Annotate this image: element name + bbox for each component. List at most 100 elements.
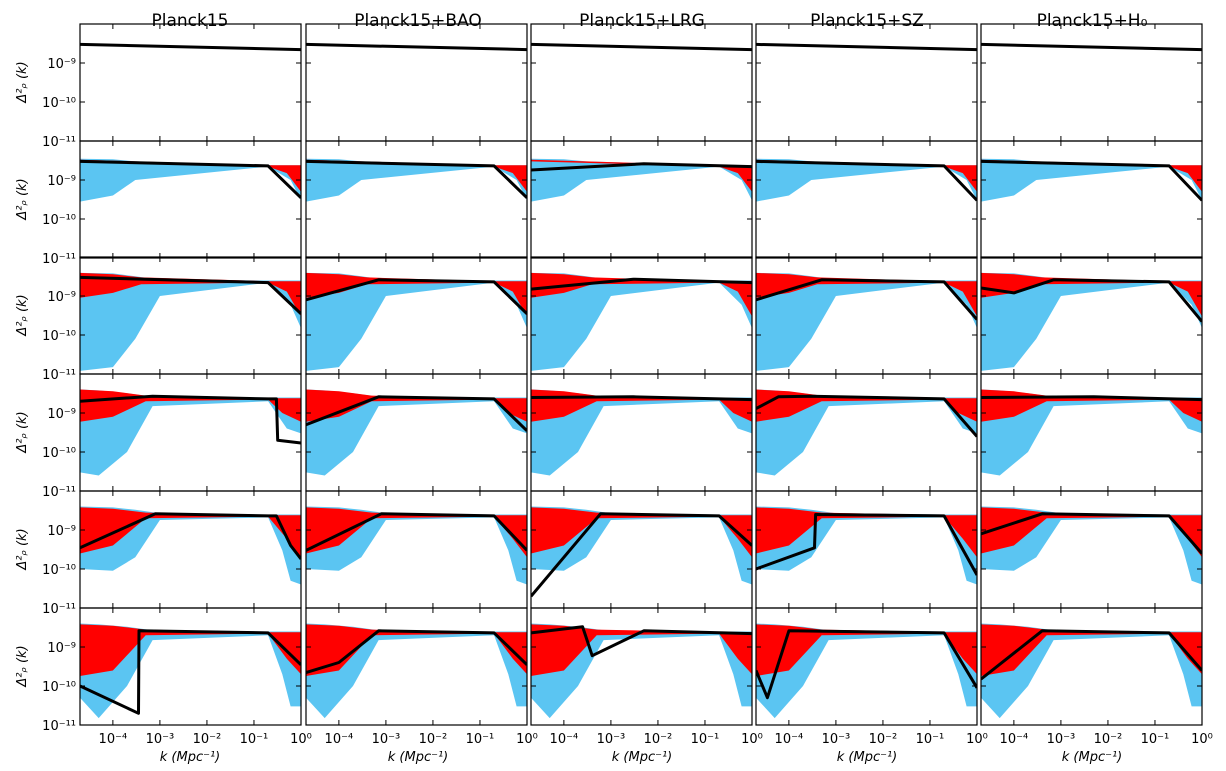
outer-credible-band xyxy=(531,623,752,719)
best-fit-line xyxy=(756,629,977,700)
x-axis-label: k (Mpc⁻¹) xyxy=(1062,750,1123,765)
x-axis-label: k (Mpc⁻¹) xyxy=(160,750,221,765)
panel-frame xyxy=(305,140,528,259)
column-title: Planck15+H₀ xyxy=(1037,11,1148,31)
best-fit-line xyxy=(756,278,977,321)
best-fit-line xyxy=(80,394,301,445)
x-tick-label: 10⁻⁴ xyxy=(325,732,354,747)
panel xyxy=(980,373,1203,492)
panel-plot-area xyxy=(80,506,301,585)
panel-plot-area xyxy=(981,623,1202,719)
best-fit-line xyxy=(80,42,301,52)
panel-plot-area xyxy=(981,272,1202,371)
y-axis-label: Δ²ᵨ (k) xyxy=(15,61,30,103)
outer-credible-band xyxy=(531,389,752,476)
panel-plot-area xyxy=(80,158,301,202)
best-fit-line xyxy=(756,159,977,202)
best-fit-line xyxy=(306,395,527,432)
panel-plot-area xyxy=(306,389,527,476)
best-fit-line xyxy=(531,42,752,52)
x-tick-label: 10⁻³ xyxy=(822,732,851,747)
panel-plot-area xyxy=(531,623,752,719)
x-tick-label: 10⁻² xyxy=(1094,732,1123,747)
panel xyxy=(980,490,1203,609)
panel-plot-area xyxy=(306,506,527,585)
best-fit-line xyxy=(80,275,301,315)
panel xyxy=(755,256,978,375)
outer-credible-band xyxy=(306,272,527,371)
best-fit-line xyxy=(756,394,977,438)
panel-plot-area xyxy=(80,42,301,52)
panel-frame xyxy=(79,607,302,726)
best-fit-line xyxy=(80,159,301,199)
y-tick-label: 10⁻¹¹ xyxy=(42,602,76,617)
y-tick-label: 10⁻¹⁰ xyxy=(42,680,76,695)
panel xyxy=(305,256,528,375)
outer-credible-band xyxy=(531,272,752,371)
x-tick-label: 10⁻³ xyxy=(372,732,401,747)
inner-credible-band xyxy=(80,624,301,676)
y-tick-label: 10⁻¹⁰ xyxy=(42,213,76,228)
panel-frame xyxy=(980,140,1203,259)
best-fit-line xyxy=(306,42,527,52)
y-axis-label: Δ²ᵨ (k) xyxy=(15,645,30,687)
panel xyxy=(305,373,528,492)
x-tick-label: 10⁻⁴ xyxy=(775,732,804,747)
inner-credible-band xyxy=(306,624,527,676)
panel xyxy=(755,140,978,259)
column-title: Planck15 xyxy=(152,11,229,31)
x-axis-labels: k (Mpc⁻¹) k (Mpc⁻¹) k (Mpc⁻¹) k (Mpc⁻¹) … xyxy=(160,750,1123,765)
panel-grid: 10⁻¹¹10⁻¹⁰10⁻⁹10⁻¹¹10⁻¹⁰10⁻⁹10⁻¹¹10⁻¹⁰10… xyxy=(42,23,1213,747)
panel-frame xyxy=(79,140,302,259)
outer-credible-band xyxy=(981,272,1202,371)
y-tick-label: 10⁻¹⁰ xyxy=(42,446,76,461)
panel-plot-area xyxy=(981,506,1202,585)
x-tick-label: 10⁻¹ xyxy=(1141,732,1170,747)
panel-plot-area xyxy=(306,42,527,52)
x-tick-label: 10⁰ xyxy=(966,732,988,747)
panel-plot-area xyxy=(306,272,527,371)
panel xyxy=(755,373,978,492)
panel xyxy=(305,23,528,142)
outer-credible-band xyxy=(981,158,1202,202)
y-tick-label: 10⁻⁹ xyxy=(47,174,76,189)
best-fit-line xyxy=(306,159,527,199)
x-tick-label: 10⁰ xyxy=(516,732,538,747)
panel-plot-area xyxy=(981,42,1202,52)
y-axis-label: Δ²ᵨ (k) xyxy=(15,178,30,220)
panel-plot-area xyxy=(981,158,1202,202)
panel-plot-area xyxy=(756,389,977,476)
column-title: Planck15+BAO xyxy=(354,11,482,31)
inner-credible-band xyxy=(756,624,977,676)
x-axis-label: k (Mpc⁻¹) xyxy=(612,750,673,765)
y-axis-labels: Δ²ᵨ (k) Δ²ᵨ (k) Δ²ᵨ (k) Δ²ᵨ (k) Δ²ᵨ (k) … xyxy=(15,61,30,687)
x-tick-label: 10⁻¹ xyxy=(466,732,495,747)
outer-credible-band xyxy=(80,272,301,371)
outer-credible-band xyxy=(80,158,301,202)
panel: 10⁻¹¹ 10⁻¹⁰ 10⁻⁹ xyxy=(42,373,302,500)
panel xyxy=(980,23,1203,142)
best-fit-line xyxy=(80,512,301,560)
y-tick-label: 10⁻⁹ xyxy=(47,524,76,539)
panel-frame xyxy=(980,607,1203,726)
outer-credible-band xyxy=(981,389,1202,476)
best-fit-line xyxy=(306,278,527,315)
y-axis-label: Δ²ᵨ (k) xyxy=(15,294,30,336)
best-fit-line xyxy=(756,513,977,576)
outer-credible-band xyxy=(306,389,527,476)
panel xyxy=(755,490,978,609)
y-tick-label: 10⁻⁹ xyxy=(47,641,76,656)
x-tick-label: 10⁰ xyxy=(1191,732,1213,747)
panel: 10⁻⁴ 10⁻³ 10⁻² 10⁻¹ 10⁰ xyxy=(305,607,538,747)
panel-plot-area xyxy=(80,623,301,719)
x-tick-label: 10⁰ xyxy=(290,732,312,747)
panel xyxy=(530,140,753,259)
y-tick-label: 10⁻¹⁰ xyxy=(42,563,76,578)
x-tick-label: 10⁻² xyxy=(869,732,898,747)
outer-credible-band xyxy=(756,623,977,719)
panel-plot-area xyxy=(756,42,977,52)
x-tick-label: 10⁻¹ xyxy=(691,732,720,747)
panel-plot-area xyxy=(80,389,301,476)
panel xyxy=(305,140,528,259)
